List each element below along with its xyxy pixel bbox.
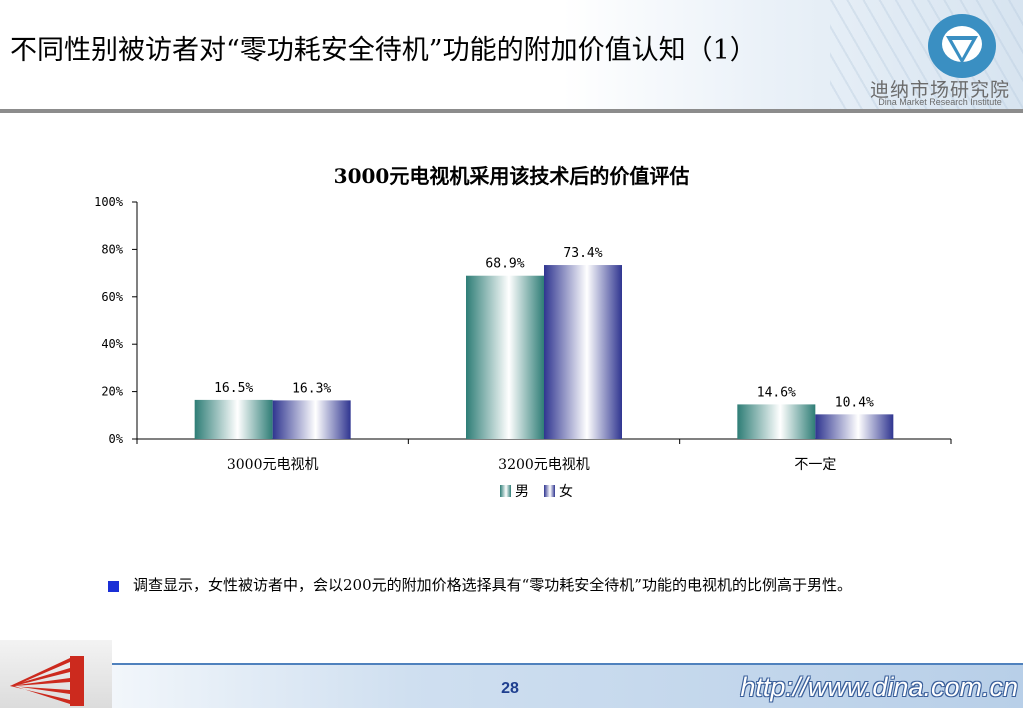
website-url[interactable]: http://www.dina.com.cn	[740, 672, 1018, 702]
data-label: 68.9%	[485, 257, 524, 272]
y-tick-label: 100%	[94, 195, 124, 209]
corner-logo-icon	[10, 656, 84, 706]
y-tick-label: 80%	[101, 242, 123, 256]
slide-title: 不同性别被访者对“零功耗安全待机”功能的附加价值认知（1）	[10, 35, 757, 66]
summary-bullet: 调查显示，女性被访者中，会以200元的附加价格选择具有“零功耗安全待机”功能的电…	[133, 576, 852, 594]
logo-subtitle: Dina Market Research Institute	[878, 97, 1002, 107]
bar-male	[194, 399, 273, 439]
legend-swatch	[500, 485, 511, 497]
data-label: 16.5%	[214, 381, 253, 396]
legend-label: 男	[515, 484, 529, 500]
x-category-label: 3000元电视机	[227, 457, 319, 473]
title-rule	[0, 109, 1023, 113]
y-tick-label: 20%	[101, 385, 123, 399]
chart-title: 3000元电视机采用该技术后的价值评估	[333, 164, 690, 188]
x-category-label: 不一定	[794, 457, 836, 473]
legend-swatch	[544, 485, 555, 497]
data-label: 73.4%	[563, 246, 602, 261]
footer-band	[0, 663, 1023, 708]
bullet-square-icon	[108, 581, 119, 592]
legend-label: 女	[559, 483, 573, 500]
dina-logo-icon	[928, 14, 996, 78]
x-category-label: 3200元电视机	[498, 457, 590, 473]
footer-divider	[112, 663, 1023, 665]
data-label: 16.3%	[292, 381, 331, 396]
bar-male	[466, 275, 544, 439]
corner-logo	[0, 640, 112, 708]
bar-female	[544, 265, 622, 439]
bar-female	[272, 400, 351, 439]
y-tick-label: 60%	[101, 290, 123, 304]
page-number: 28	[501, 680, 519, 697]
bar-male	[737, 404, 816, 439]
y-tick-label: 0%	[109, 432, 124, 446]
data-label: 14.6%	[757, 385, 796, 400]
data-label: 10.4%	[835, 395, 874, 410]
logo-name: 迪纳市场研究院	[869, 79, 1010, 101]
y-tick-label: 40%	[101, 337, 123, 351]
bar-female	[815, 414, 894, 439]
